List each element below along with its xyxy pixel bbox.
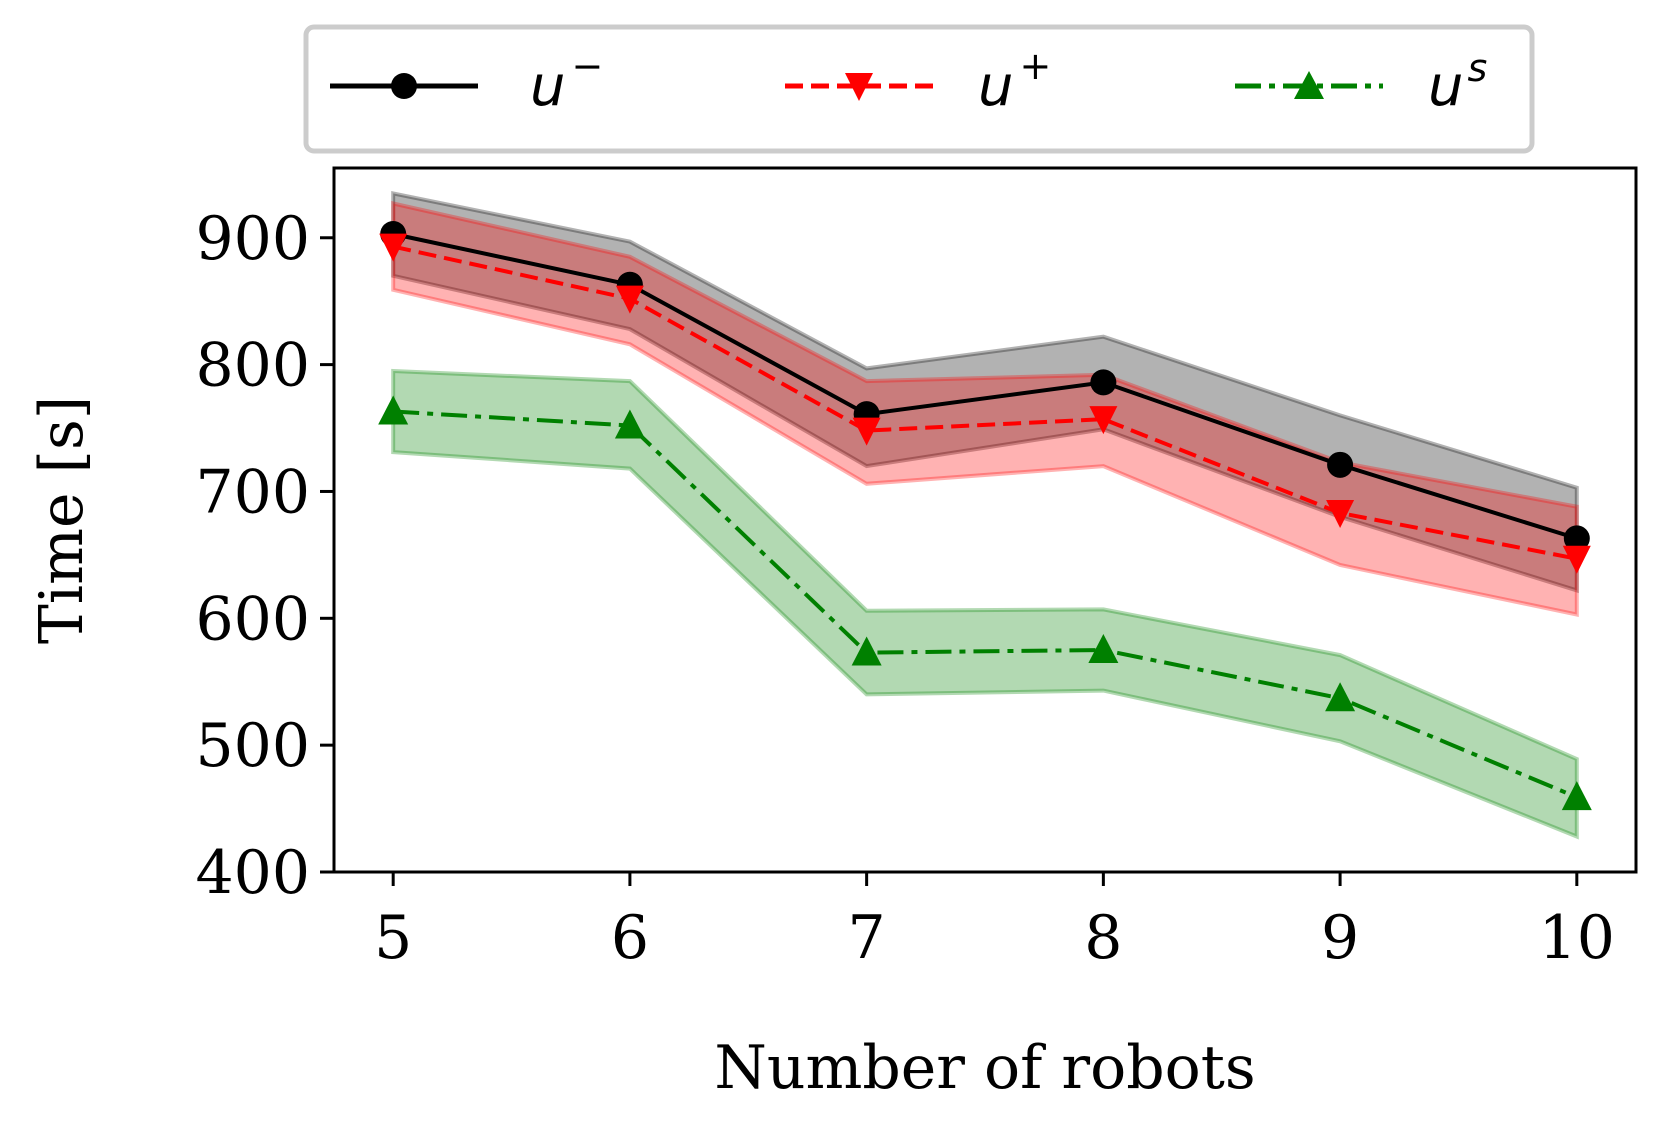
legend-marker-u-minus	[391, 73, 417, 99]
y-tick-label-700: 700	[195, 457, 310, 527]
y-tick-label-400: 400	[195, 838, 310, 908]
point-u-s-5	[378, 395, 409, 425]
x-axis-ticks: 5 6 7 8 9 10	[374, 872, 1615, 973]
y-tick-label-600: 600	[195, 584, 310, 654]
point-u-plus-10	[1562, 545, 1591, 574]
x-tick-label-5: 5	[374, 903, 412, 973]
point-u-s-9	[1325, 682, 1356, 712]
point-u-minus-9	[1327, 451, 1354, 478]
series-markers	[378, 220, 1592, 811]
point-u-plus-8	[1089, 406, 1118, 435]
y-axis-title: Time [s]	[27, 396, 97, 644]
legend-label-u-plus-base: u	[978, 54, 1014, 119]
x-tick-label-6: 6	[611, 903, 649, 973]
legend-label-u-minus: u −	[530, 44, 603, 119]
point-u-plus-6	[615, 285, 644, 314]
x-tick-label-7: 7	[848, 903, 886, 973]
legend-label-u-minus-base: u	[530, 54, 566, 119]
legend-entry-u-plus: u +	[785, 44, 1051, 119]
band-u-plus	[391, 200, 1579, 617]
line-u-s	[393, 409, 1578, 800]
band-u-s	[391, 368, 1579, 840]
legend-entry-u-minus: u −	[330, 44, 603, 119]
point-u-minus-10	[1563, 525, 1590, 552]
legend-marker-u-s	[1294, 71, 1324, 99]
point-u-plus-7	[852, 417, 881, 446]
legend-label-u-minus-sup: −	[572, 44, 604, 88]
line-u-minus	[392, 232, 1578, 541]
y-tick-label-800: 800	[195, 331, 310, 401]
point-u-plus-9	[1326, 500, 1355, 529]
point-u-s-10	[1561, 781, 1592, 811]
x-tick-label-8: 8	[1084, 903, 1122, 973]
legend-label-u-plus: u +	[978, 44, 1051, 119]
x-tick-label-9: 9	[1321, 903, 1359, 973]
legend-label-u-s-base: u	[1428, 54, 1464, 119]
confidence-bands	[391, 190, 1579, 840]
legend-marker-u-plus	[845, 73, 873, 101]
legend-label-u-plus-sup: +	[1020, 44, 1052, 88]
x-axis-title: Number of robots	[714, 1033, 1255, 1103]
y-axis-ticks: 400 500 600 700 800 900	[195, 204, 334, 908]
line-u-plus	[392, 244, 1578, 561]
series-lines	[392, 232, 1578, 800]
point-u-s-6	[614, 409, 645, 439]
plot-area-frame	[332, 166, 1638, 874]
point-u-plus-5	[379, 233, 408, 262]
x-tick-label-10: 10	[1539, 903, 1615, 973]
y-tick-label-900: 900	[195, 204, 310, 274]
point-u-s-8	[1088, 634, 1119, 664]
legend-label-u-s-sup: s	[1468, 46, 1488, 90]
point-u-s-7	[851, 636, 882, 666]
point-u-minus-8	[1090, 369, 1117, 396]
legend-frame	[303, 24, 1535, 154]
y-tick-label-500: 500	[195, 711, 310, 781]
